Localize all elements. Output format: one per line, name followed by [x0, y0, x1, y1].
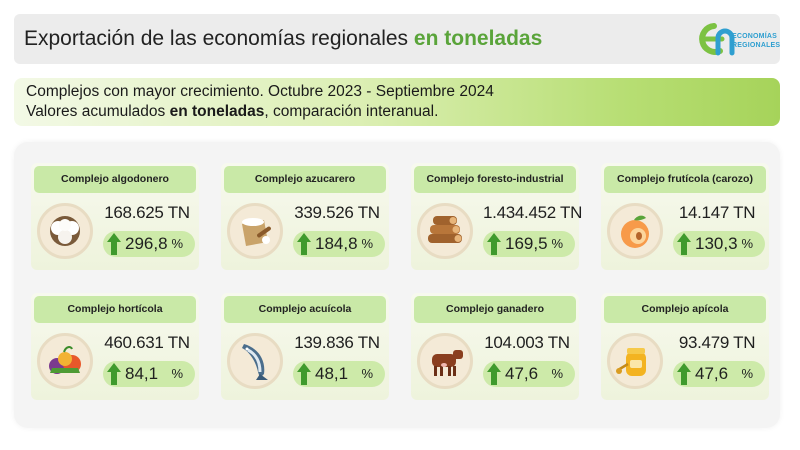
percent-sign: %: [171, 236, 183, 251]
page-title-main: Exportación de las economías regionales: [24, 27, 409, 50]
growth-value: 47,6: [505, 364, 539, 383]
arrow-up-icon: [677, 363, 691, 385]
tonnage-value: 14.147 TN: [678, 203, 756, 222]
percent-sign: %: [361, 366, 373, 381]
tonnage-value: 1.434.452 TN: [483, 203, 583, 222]
arrow-up-icon: [297, 233, 311, 255]
growth-badge: 84,1 %: [103, 361, 195, 387]
card-acuicola: Complejo acuícola 139.836 TN 48,1 %: [221, 293, 389, 400]
subtitle-line-1: Complejos con mayor crecimiento. Octubre…: [26, 83, 494, 100]
cotton-icon: [37, 203, 93, 259]
growth-badge: 47,6 %: [483, 361, 575, 387]
arrow-up-icon: [107, 363, 121, 385]
arrow-up-icon: [487, 233, 501, 255]
arrow-up-icon: [297, 363, 311, 385]
arrow-up-icon: [677, 233, 691, 255]
card-title: Complejo algodonero: [34, 166, 196, 193]
logo-text: ECONOMÍAS REGIONALES: [732, 32, 780, 50]
card-fruticola-carozo: Complejo frutícola (carozo) 14.147 TN 13…: [601, 163, 769, 270]
growth-value: 48,1: [315, 364, 349, 383]
growth-value: 84,1: [125, 364, 159, 383]
tonnage-value: 139.836 TN: [294, 333, 380, 352]
card-ganadero: Complejo ganadero 104.003 TN 47,6 %: [411, 293, 579, 400]
growth-badge: 296,8 %: [103, 231, 195, 257]
tonnage-value: 93.479 TN: [678, 333, 756, 352]
subtitle-line-2-prefix: Valores acumulados: [26, 103, 170, 120]
card-title: Complejo foresto-industrial: [414, 166, 576, 193]
peach-icon: [607, 203, 663, 259]
page-title-accent: en toneladas: [413, 27, 543, 50]
tonnage-value: 168.625 TN: [104, 203, 190, 222]
complexes-panel: Complejo algodonero 168.625 TN 296,8 % C…: [14, 142, 780, 428]
card-title: Complejo acuícola: [224, 296, 386, 323]
card-algodonero: Complejo algodonero 168.625 TN 296,8 %: [31, 163, 199, 270]
growth-value: 169,5: [505, 234, 548, 253]
logo-text-line1: ECONOMÍAS: [732, 33, 777, 40]
percent-sign: %: [741, 236, 753, 251]
percent-sign: %: [171, 366, 183, 381]
tonnage-value: 104.003 TN: [484, 333, 570, 352]
subtitle-banner: Complejos con mayor crecimiento. Octubre…: [14, 78, 780, 126]
tonnage-value: 339.526 TN: [294, 203, 380, 222]
growth-badge: 47,6 %: [673, 361, 765, 387]
sugar-icon: [227, 203, 283, 259]
percent-sign: %: [741, 366, 753, 381]
subtitle-line-2-bold: en toneladas: [169, 103, 265, 120]
card-azucarero: Complejo azucarero 339.526 TN 184,8 %: [221, 163, 389, 270]
arrow-up-icon: [487, 363, 501, 385]
page-title: Exportación de las economías regionales …: [24, 27, 542, 51]
card-title: Complejo ganadero: [414, 296, 576, 323]
card-title: Complejo hortícola: [34, 296, 196, 323]
logo-text-line2: REGIONALES: [732, 42, 781, 49]
growth-value: 184,8: [315, 234, 358, 253]
arrow-up-icon: [107, 233, 121, 255]
fish-icon: [227, 333, 283, 389]
percent-sign: %: [551, 236, 563, 251]
card-foresto-industrial: Complejo foresto-industrial 1.434.452 TN…: [411, 163, 583, 270]
growth-value: 47,6: [695, 364, 729, 383]
logo-mark-icon: [699, 23, 735, 56]
tonnage-value: 460.631 TN: [104, 333, 190, 352]
card-title: Complejo apícola: [604, 296, 766, 323]
percent-sign: %: [551, 366, 563, 381]
growth-badge: 169,5 %: [483, 231, 575, 257]
economias-regionales-logo: ECONOMÍAS REGIONALES: [696, 20, 786, 60]
growth-badge: 184,8 %: [293, 231, 385, 257]
card-title: Complejo frutícola (carozo): [604, 166, 766, 193]
header-bar: Exportación de las economías regionales …: [14, 14, 780, 64]
growth-value: 296,8: [125, 234, 168, 253]
logs-icon: [417, 203, 473, 259]
percent-sign: %: [361, 236, 373, 251]
card-horticola: Complejo hortícola 460.631 TN 84,1 %: [31, 293, 199, 400]
card-apicola: Complejo apícola 93.479 TN 47,6 %: [601, 293, 769, 400]
growth-badge: 48,1 %: [293, 361, 385, 387]
cow-icon: [417, 333, 473, 389]
growth-value: 130,3: [695, 234, 738, 253]
subtitle-line-2: Valores acumulados en toneladas, compara…: [26, 103, 438, 121]
growth-badge: 130,3 %: [673, 231, 765, 257]
subtitle-line-2-suffix: , comparación interanual.: [264, 103, 439, 120]
honey-icon: [607, 333, 663, 389]
vegetables-icon: [37, 333, 93, 389]
card-title: Complejo azucarero: [224, 166, 386, 193]
